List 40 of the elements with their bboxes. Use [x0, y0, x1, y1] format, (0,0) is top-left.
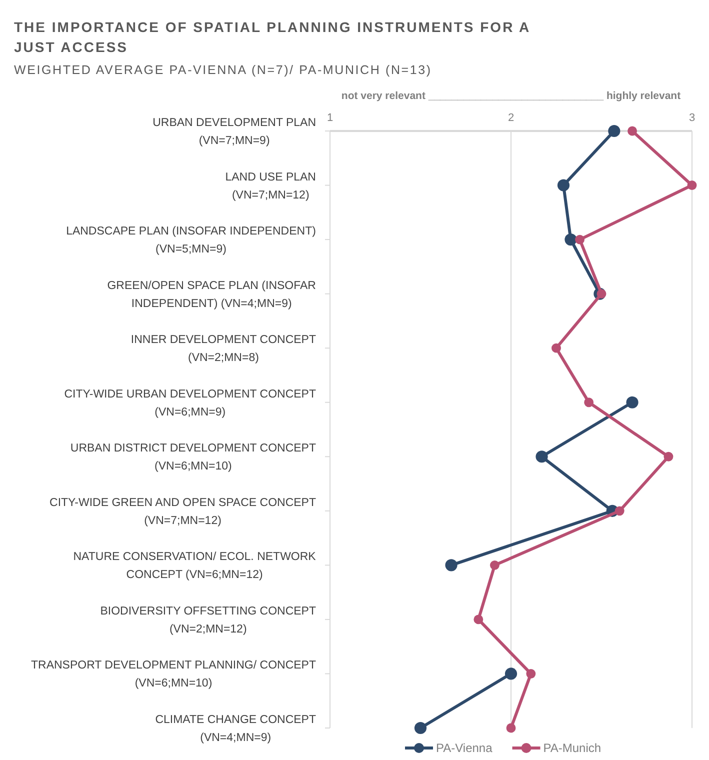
x-axis-title: not very relevant ______________________________ highly relevant — [341, 90, 682, 102]
point — [414, 722, 427, 734]
y-tick-label: LANDSCAPE PLAN (INSOFAR INDEPENDENT) (VN=5;MN=9) — [66, 226, 316, 256]
point — [526, 669, 536, 678]
y-tick-label: URBAN DISTRICT DEVELOPMENT CONCEPT (VN=6;MN=10) — [70, 442, 316, 473]
legend-label: PA-Vienna — [436, 741, 493, 755]
point — [536, 450, 548, 463]
text: WEIGHTED AVERAGE PA-VIENNA (N=7)/ PA-MUNICH (N=13) — [14, 63, 432, 77]
chart-title: THE IMPORTANCE OF SPATIAL PLANNING INSTRUMENTS FOR A JUST ACCESS — [14, 19, 531, 55]
y-tick-label: GREEN/OPEN SPACE PLAN (INSOFAR INDEPENDENT) (VN=4;MN=9) — [107, 280, 316, 310]
x-tick-label: 3 — [688, 112, 696, 124]
y-tick-label: CITY-WIDE URBAN DEVELOPMENT CONCEPT (VN=6;MN=9) — [64, 388, 316, 418]
x-tick-label: 2 — [508, 112, 514, 124]
point — [575, 234, 584, 244]
point — [504, 668, 518, 680]
point — [474, 614, 484, 624]
y-tick-label: CLIMATE CHANGE CONCEPT (VN=4;MN=9) — [155, 714, 316, 744]
x-tick-label: 1 — [326, 112, 334, 124]
y-tick-label: CITY-WIDE GREEN AND OPEN SPACE CONCEPT (VN=7;MN=12) — [50, 496, 316, 527]
point — [552, 343, 561, 353]
y-tick-label: BIODIVERSITY OFFSETTING CONCEPT (VN=2;MN=12) — [100, 605, 316, 636]
point — [490, 560, 500, 570]
point — [608, 124, 620, 138]
point — [664, 452, 674, 462]
y-tick-label: TRANSPORT DEVELOPMENT PLANNING/ CONCEPT (VN=6;MN=10) — [30, 660, 316, 690]
point — [564, 234, 577, 246]
legend-label: PA-Munich — [543, 741, 602, 755]
point — [628, 126, 637, 136]
point — [626, 396, 638, 408]
point — [614, 506, 624, 516]
point — [584, 398, 594, 408]
y-tick-label: LAND USE PLAN (VN=7;MN=12) — [225, 171, 316, 202]
point — [445, 559, 458, 572]
point — [596, 289, 606, 299]
point — [687, 180, 697, 190]
point — [506, 723, 516, 733]
point — [557, 179, 570, 192]
y-tick-label: URBAN DEVELOPMENT PLAN (VN=7;MN=9) — [152, 117, 316, 147]
y-tick-label: NATURE CONSERVATION/ ECOL. NETWORK CONCEPT (VN=6;MN=12) — [73, 551, 316, 582]
y-tick-label: INNER DEVELOPMENT CONCEPT (VN=2;MN=8) — [130, 334, 316, 364]
